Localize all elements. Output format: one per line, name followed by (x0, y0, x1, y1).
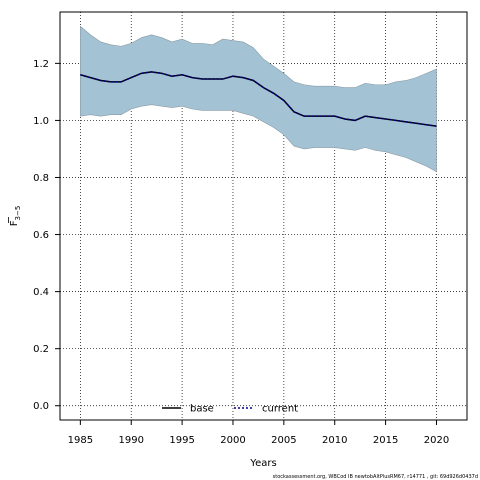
confidence-band (80, 25, 437, 173)
y-axis: 0.0 0.2 0.4 0.6 0.8 1.0 1.2 (33, 59, 60, 412)
plot-frame (59, 11, 468, 421)
series-line-current (80, 71, 437, 127)
legend-label-base: base (190, 404, 214, 415)
y-tick-label: 0.6 (33, 230, 49, 241)
y-tick-label: 0.4 (33, 287, 49, 298)
y-axis-title-main: F (9, 220, 20, 226)
footer-text: stockassessment.org, WBCod IB newtobAltP… (273, 474, 478, 480)
x-axis-title: Years (249, 458, 276, 469)
x-tick-label: 1985 (68, 435, 93, 446)
y-tick-label: 0.0 (33, 401, 49, 412)
y-axis-title: F3−5 (8, 206, 22, 227)
x-tick-label: 2000 (220, 435, 245, 446)
grid-layer (60, 12, 467, 420)
svg-text:F3−5: F3−5 (9, 206, 22, 227)
y-tick-label: 0.8 (33, 173, 49, 184)
y-tick-label: 1.0 (33, 116, 49, 127)
series-line-layer (80, 71, 437, 127)
x-tick-label: 1995 (169, 435, 194, 446)
legend: base current (162, 404, 298, 415)
y-tick-label: 1.2 (33, 59, 49, 70)
y-axis-title-sub: 3−5 (14, 206, 22, 221)
x-axis: 1985 1990 1995 2000 2005 2010 2015 2020 (68, 420, 449, 446)
x-tick-label: 2010 (322, 435, 347, 446)
x-tick-label: 2005 (271, 435, 296, 446)
legend-label-current: current (262, 404, 298, 415)
x-tick-label: 2015 (373, 435, 398, 446)
confidence-band-layer (80, 25, 437, 173)
x-tick-label: 2020 (424, 435, 449, 446)
x-tick-label: 1990 (118, 435, 143, 446)
y-tick-label: 0.2 (33, 344, 49, 355)
